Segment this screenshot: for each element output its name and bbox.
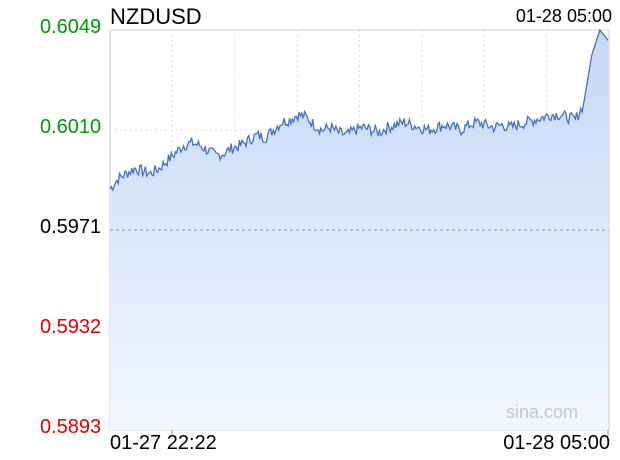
y-tick-label: 0.5932	[40, 316, 102, 338]
y-tick-label: 0.5893	[40, 416, 102, 438]
y-tick-label: 0.5971	[40, 216, 102, 238]
price-line	[109, 28, 609, 192]
y-tick-label: 0.6010	[40, 116, 102, 138]
watermark: sina.com	[506, 402, 579, 422]
x-label-end: 01-28 05:00	[503, 432, 610, 454]
y-tick-label: 0.6049	[40, 16, 102, 38]
timestamp: 01-28 05:00	[515, 6, 612, 26]
x-label-start: 01-27 22:22	[110, 432, 217, 454]
x-ticks	[171, 430, 609, 436]
symbol-title: NZDUSD	[110, 4, 202, 29]
